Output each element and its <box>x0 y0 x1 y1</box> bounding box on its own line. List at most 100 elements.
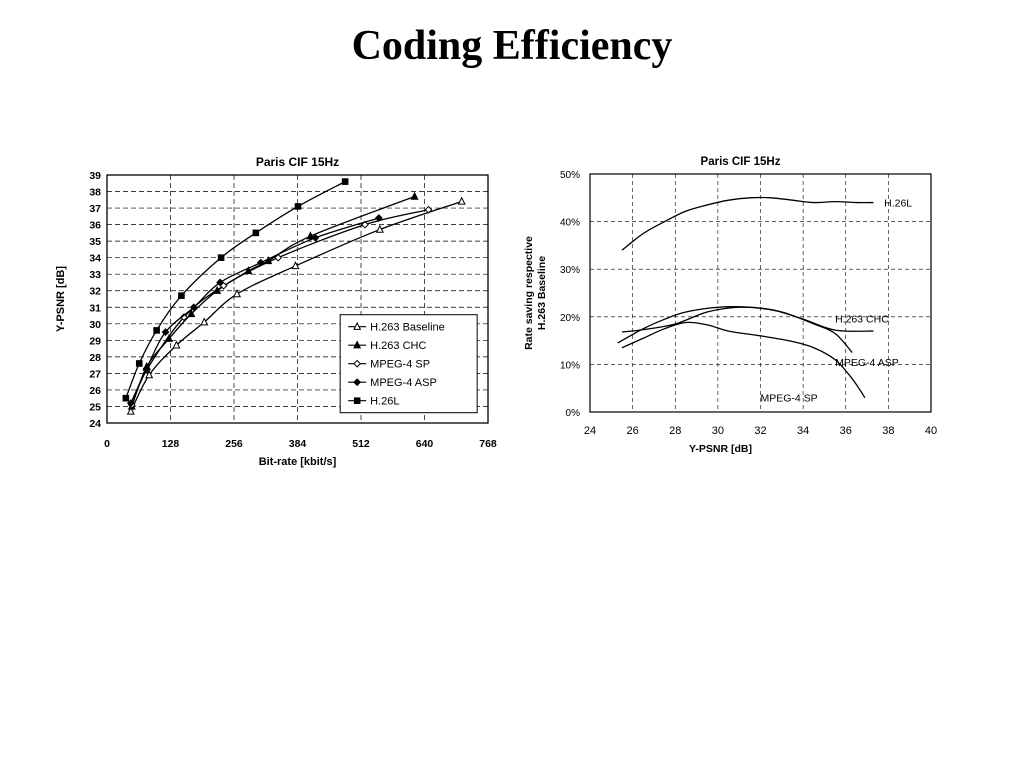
chart2-x-axis-label: Y-PSNR [dB] <box>689 443 752 455</box>
chart1-data-point <box>424 205 433 214</box>
chart1-legend: H.263 Baseline H.263 CHC MPEG-4 SP MPEG-4 A… <box>339 314 478 414</box>
chart1-data-point <box>311 233 320 242</box>
chart1-data-point <box>232 289 241 298</box>
chart1-series-1 <box>126 196 466 415</box>
chart2-series-line <box>621 196 874 251</box>
chart1-ytick-label: 25 <box>89 401 101 413</box>
chart2-ytick-label: 20% <box>560 313 580 324</box>
chart2-xtick-label: 38 <box>882 425 894 437</box>
chart1-legend-item: H.263 Baseline <box>348 322 445 334</box>
chart1-xtick-label: 640 <box>416 438 434 450</box>
chart1-data-point <box>410 191 419 200</box>
chart1-data-point <box>374 214 383 222</box>
chart1-data-point <box>256 258 265 267</box>
chart1-data-point <box>142 364 151 373</box>
chart1-series-4 <box>126 214 383 408</box>
chart1-data-point <box>200 317 209 326</box>
chart2-xtick-label: 30 <box>712 425 724 437</box>
chart1-ytick-label: 24 <box>89 418 101 430</box>
chart2-series-3: MPEG-4 ASP <box>617 306 899 369</box>
chart2-y-axis-label-line1: Rate saving respective <box>523 236 535 350</box>
chart1-data-point <box>126 399 135 408</box>
chart1-data-point <box>252 229 260 237</box>
chart1-data-point <box>179 313 188 322</box>
chart1-ytick-label: 29 <box>89 335 101 347</box>
chart1-ytick-label: 30 <box>89 319 101 331</box>
chart1-legend-item: MPEG-4 SP <box>348 359 430 371</box>
chart1-xtick-label: 384 <box>289 438 307 450</box>
chart1-data-point <box>341 178 349 185</box>
chart1-ytick-label: 31 <box>89 302 101 314</box>
chart1-xtick-label: 768 <box>479 438 497 450</box>
chart1-legend-item: H.263 CHC <box>348 340 426 352</box>
chart1-x-axis-label: Bit-rate [kbit/s] <box>259 456 337 468</box>
chart2-xtick-label: 24 <box>584 425 596 437</box>
rate-saving-chart: Paris CIF 15Hz 0% 10% 20% 30% 40% 50% 24 26 28 30 3… <box>523 156 937 455</box>
chart1-ytick-label: 27 <box>89 368 101 380</box>
chart1-data-point <box>216 278 225 287</box>
chart1-y-axis-label: Y-PSNR [dB] <box>55 266 67 332</box>
chart1-data-point <box>135 360 143 367</box>
chart1-data-point <box>178 292 185 299</box>
chart2-series-label: MPEG-4 ASP <box>835 357 899 369</box>
chart1-data-point <box>274 253 283 262</box>
chart2-series-label: MPEG-4 SP <box>761 393 818 405</box>
chart1-legend-label: MPEG-4 SP <box>370 359 430 371</box>
chart1-ytick-label: 36 <box>89 220 101 232</box>
chart2-ytick-label: 50% <box>560 170 580 181</box>
chart1-data-point <box>122 394 130 402</box>
chart2-series-line <box>617 306 853 353</box>
chart2-series-label: H.26L <box>884 198 912 210</box>
chart1-xtick-label: 256 <box>225 438 243 450</box>
chart1-ytick-label: 37 <box>89 203 101 215</box>
chart1-title: Paris CIF 15Hz <box>256 155 339 169</box>
chart1-legend-item: H.26L <box>348 396 400 408</box>
chart2-y-axis-label-line2: H.263 Baseline <box>536 256 548 330</box>
chart1-data-point <box>457 196 466 205</box>
chart2-xtick-label: 36 <box>840 425 852 437</box>
slide-title: Coding Efficiency <box>351 23 673 69</box>
chart2-ytick-label: 0% <box>566 408 581 419</box>
chart1-legend-swatch-marker <box>353 340 362 349</box>
chart1-legend-item: MPEG-4 ASP <box>348 377 437 389</box>
chart1-legend-label: H.263 Baseline <box>370 322 445 334</box>
chart1-ytick-label: 34 <box>89 253 101 265</box>
chart2-ytick-label: 10% <box>560 360 580 371</box>
chart2-title: Paris CIF 15Hz <box>701 156 781 168</box>
chart1-xtick-label: 128 <box>162 438 180 450</box>
chart1-legend-label: MPEG-4 ASP <box>370 377 437 389</box>
chart1-data-point <box>161 328 170 336</box>
chart2-xtick-label: 34 <box>797 425 809 437</box>
chart1-ytick-label: 26 <box>89 385 101 397</box>
chart1-data-point <box>217 254 225 261</box>
chart1-ytick-label: 35 <box>89 236 101 248</box>
chart2-grid <box>590 174 931 412</box>
chart1-legend-swatch-marker <box>353 359 362 368</box>
chart1-xtick-label: 0 <box>104 438 110 450</box>
chart1-ytick-label: 33 <box>89 269 101 281</box>
chart2-xtick-label: 32 <box>754 425 766 437</box>
chart1-data-point <box>189 303 198 312</box>
chart1-ytick-label: 28 <box>89 352 101 364</box>
chart2-xtick-label: 40 <box>925 425 937 437</box>
chart1-data-point <box>172 340 181 349</box>
chart1-ytick-label: 38 <box>89 187 101 199</box>
chart2-series-line <box>621 321 866 399</box>
chart2-ytick-label: 40% <box>560 218 580 229</box>
chart1-legend-label: H.26L <box>370 396 399 408</box>
chart2-series-1: H.26L <box>621 196 912 251</box>
chart1-xtick-label: 512 <box>352 438 370 450</box>
chart2-series-4: MPEG-4 SP <box>621 321 866 405</box>
chart1-data-point <box>126 406 135 415</box>
chart1-data-point <box>375 224 384 233</box>
chart1-data-point <box>306 231 315 240</box>
chart1-ytick-label: 39 <box>89 170 101 182</box>
chart1-ytick-label: 32 <box>89 286 101 298</box>
chart1-data-point <box>145 370 154 379</box>
chart1-legend-swatch-marker <box>353 397 361 405</box>
chart1-legend-swatch-marker <box>353 378 362 387</box>
psnr-vs-bitrate-chart: Paris CIF 15Hz 24 25 26 27 28 29 30 31 32 33 34 35 36… <box>55 155 497 468</box>
chart2-xtick-label: 28 <box>669 425 681 437</box>
chart2-series-label: H.263 CHC <box>835 314 889 326</box>
chart1-data-point <box>187 309 196 318</box>
